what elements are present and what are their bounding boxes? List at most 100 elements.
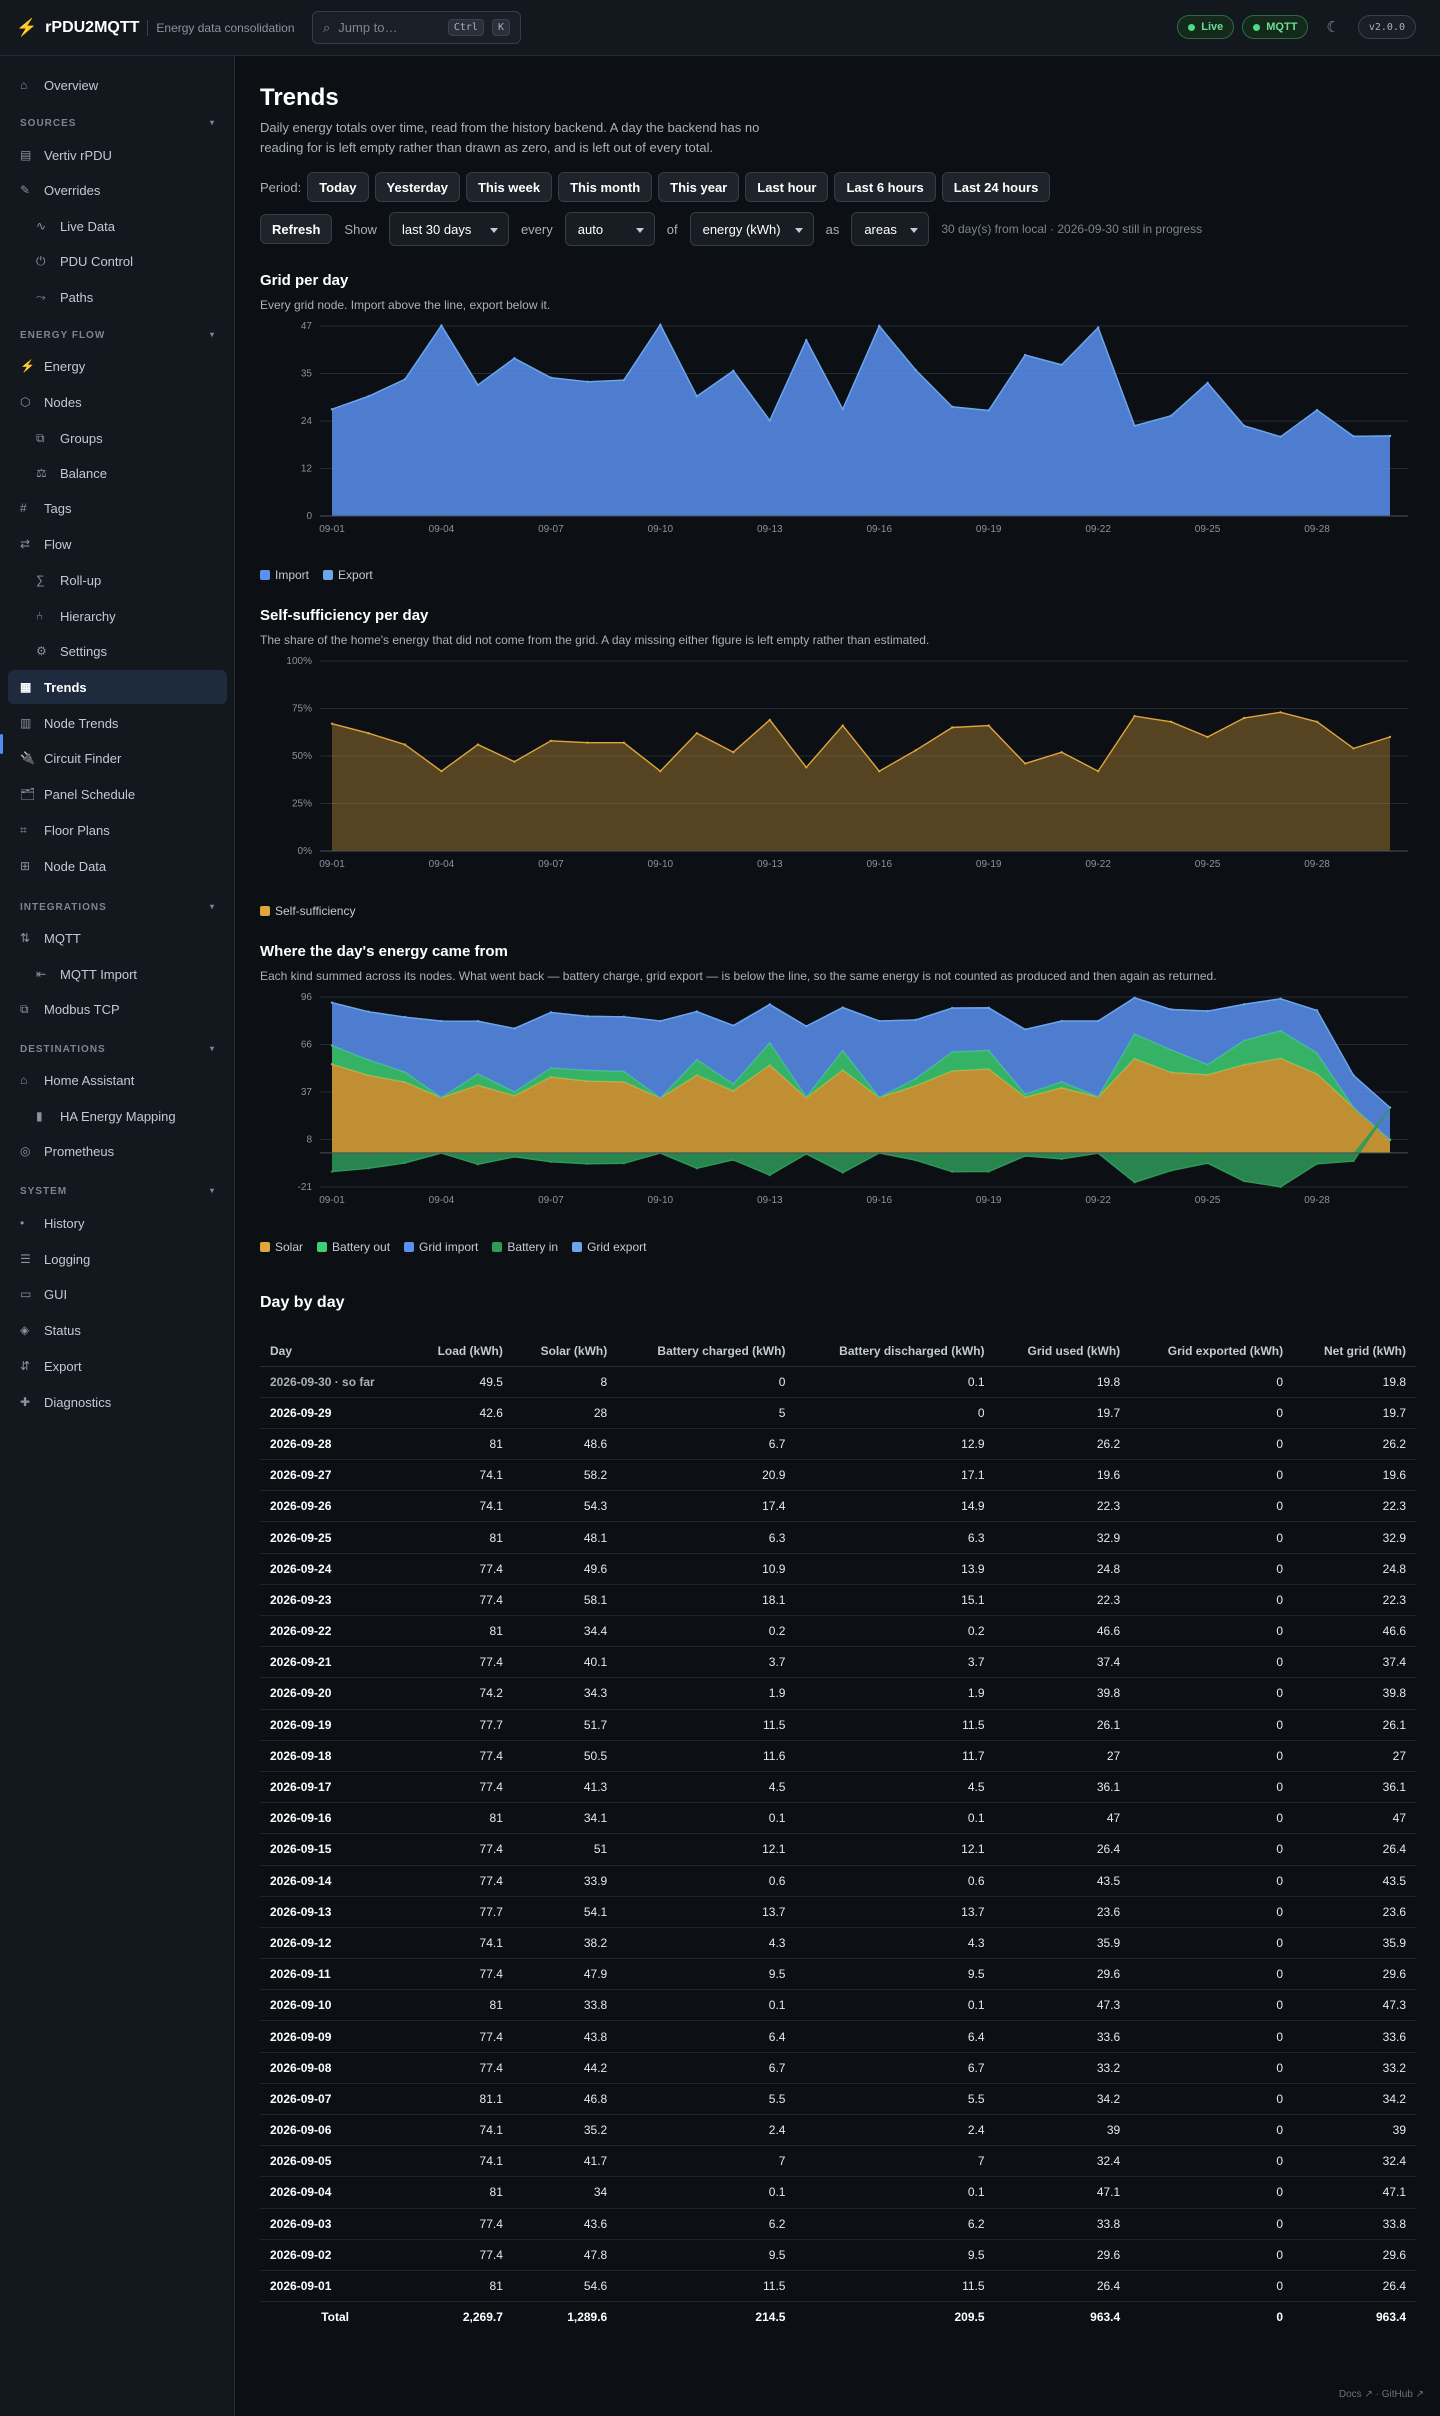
data-point [841,1171,844,1174]
sidebar-item-gui[interactable]: ▭ GUI [8,1277,227,1311]
table-cell: 3.7 [795,1646,995,1679]
table-total-row: Total 2,269.7 1,289.6 214.5 209.5 963.4 0 963.4 [260,2302,1416,2333]
sidebar-item-mqtt[interactable]: ⇅ MQTT [8,921,227,955]
mqtt-status-badge[interactable]: MQTT [1242,15,1309,39]
sidebar-item-nodes[interactable]: ⬡ Nodes [8,385,227,419]
sidebar-section-integrations[interactable]: INTEGRATIONS ▾ [20,902,215,913]
sidebar-item-panel-schedule[interactable]: 🗂 Panel Schedule [8,777,227,811]
column-header[interactable]: Battery charged (kWh) [617,1336,796,1367]
table-cell: 2026-09-20 [260,1677,411,1710]
sidebar-item-home-assistant[interactable]: ⌂ Home Assistant [8,1063,227,1097]
jump-to-search[interactable]: ⌕ Jump to… Ctrl K [312,11,521,44]
sidebar-item-balance[interactable]: ⚖ Balance [8,456,227,490]
sidebar-item-circuit-finder[interactable]: 🔌 Circuit Finder [8,741,227,775]
data-point [1169,1169,1173,1172]
sidebar-section-energy-flow[interactable]: ENERGY FLOW ▾ [20,330,215,341]
period-last-hour-button[interactable]: Last hour [745,172,829,202]
sidebar-section-sources[interactable]: SOURCES ▾ [20,118,215,129]
sidebar-item-node-data[interactable]: ⊞ Node Data [8,849,227,883]
table-cell: 40.1 [512,1646,618,1679]
plug-icon: 🔌 [20,751,35,765]
column-header[interactable]: Battery discharged (kWh) [795,1336,995,1367]
sidebar-item-overrides[interactable]: ✎ Overrides [8,173,227,207]
interval-select[interactable]: auto [564,212,655,246]
sidebar-item-live-data[interactable]: ∿ Live Data [8,209,227,243]
sidebar-item-paths[interactable]: ⤳ Paths [8,280,227,314]
period-today-button[interactable]: Today [307,172,369,202]
sidebar-item-flow[interactable]: ⇄ Flow [8,527,227,561]
sidebar-item-vertiv-rpdu[interactable]: ▤ Vertiv rPDU [8,138,227,172]
sidebar-item-node-trends[interactable]: ▥ Node Trends [8,706,227,740]
sidebar-item-energy[interactable]: ⚡ Energy [8,349,227,383]
metric-select[interactable]: energy (kWh) [689,212,814,246]
period-last-24-hours-button[interactable]: Last 24 hours [941,172,1051,202]
refresh-button[interactable]: Refresh [260,214,333,244]
table-cell: 6.7 [617,2052,796,2084]
column-header[interactable]: Solar (kWh) [512,1336,618,1367]
period-this-month-button[interactable]: This month [558,172,653,202]
legend-item-solar[interactable]: Solar [260,1240,303,1254]
period-last-6-hours-button[interactable]: Last 6 hours [834,172,936,202]
sidebar-item-prometheus[interactable]: ◎ Prometheus [8,1134,227,1168]
collapse-caret-icon: ▾ [209,902,215,911]
legend-swatch [404,1242,415,1252]
table-cell: 11.5 [795,2270,995,2303]
data-point [914,368,917,372]
sidebar-item-overview[interactable]: ⌂ Overview [8,68,227,102]
table-cell: 51 [512,1833,618,1866]
table-cell: 0.1 [795,1802,995,1835]
line-grid-export [331,997,1391,1109]
column-header[interactable]: Grid used (kWh) [994,1336,1131,1367]
sidebar-item-history[interactable]: • History [8,1206,227,1240]
legend-item-grid-export[interactable]: Grid export [572,1240,646,1254]
live-status-badge[interactable]: Live [1177,15,1235,39]
sidebar-item-logging[interactable]: ☰ Logging [8,1242,227,1276]
sidebar-item-export[interactable]: ⇵ Export [8,1349,227,1383]
x-tick-label: 09-22 [1085,859,1111,870]
column-header[interactable]: Day [260,1336,411,1367]
table-cell: 33.8 [994,2208,1131,2240]
style-select[interactable]: areas [851,212,930,246]
bolt-icon: ⚡ [20,359,35,373]
range-select[interactable]: last 30 days [388,212,509,246]
legend-item-battery-out[interactable]: Battery out [317,1240,390,1254]
data-point [1352,1074,1355,1077]
sidebar-item-diagnostics[interactable]: ✚ Diagnostics [8,1385,227,1419]
legend-item-export[interactable]: Export [323,568,373,582]
table-row: 2026-09-10 81 33.8 0.1 0.1 47.3 0 47.3 [260,1989,1416,2022]
legend-item-battery-in[interactable]: Battery in [492,1240,558,1254]
table-cell: 0 [1130,2270,1294,2303]
legend-item-self-sufficiency[interactable]: Self-sufficiency [260,904,355,918]
footer-links[interactable]: Docs ↗ · GitHub ↗ [1338,2389,1424,2400]
column-header[interactable]: Load (kWh) [410,1336,513,1367]
theme-toggle-moon-icon[interactable]: ☾ [1326,19,1340,36]
sidebar-item-modbus-tcp[interactable]: ⧉ Modbus TCP [8,992,227,1026]
sidebar-item-mqtt-import[interactable]: ⇤ MQTT Import [8,957,227,991]
sidebar-section-destinations[interactable]: DESTINATIONS ▾ [20,1044,215,1055]
x-tick-label: 09-07 [538,1195,564,1206]
sidebar-item-settings[interactable]: ⚙ Settings [8,634,227,668]
sidebar-item-ha-energy-mapping[interactable]: ▮ HA Energy Mapping [8,1099,227,1133]
column-header[interactable]: Grid exported (kWh) [1130,1336,1294,1367]
sidebar-item-pdu-control[interactable]: ⏻ PDU Control [8,244,227,278]
sidebar-section-system[interactable]: SYSTEM ▾ [20,1186,215,1197]
legend-item-import[interactable]: Import [260,568,309,582]
period-this-week-button[interactable]: This week [465,172,553,202]
legend-item-grid-import[interactable]: Grid import [404,1240,478,1254]
period-this-year-button[interactable]: This year [658,172,740,202]
sidebar-item-tags[interactable]: # Tags [8,491,227,525]
period-yesterday-button[interactable]: Yesterday [374,172,460,202]
sidebar-item-groups[interactable]: ⧉ Groups [8,421,227,455]
sidebar-item-hierarchy[interactable]: ⑃ Hierarchy [8,599,227,633]
interval-select-value: auto [577,221,604,237]
sidebar-item-roll-up[interactable]: ∑ Roll-up [8,563,227,597]
app-name[interactable]: rPDU2MQTT [45,18,140,36]
sidebar-item-trends[interactable]: ▦ Trends [8,670,227,704]
sidebar-item-status[interactable]: ◈ Status [8,1313,227,1347]
sidebar-item-floor-plans[interactable]: ⌗ Floor Plans [8,813,227,847]
table-row: 2026-09-22 81 34.4 0.2 0.2 46.6 0 46.6 [260,1615,1416,1648]
column-header[interactable]: Net grid (kWh) [1293,1336,1416,1367]
table-cell: 0.2 [617,1615,796,1648]
x-tick-label: 09-10 [648,859,674,870]
source-chart-subtitle: Each kind summed across its nodes. What … [260,969,1217,983]
